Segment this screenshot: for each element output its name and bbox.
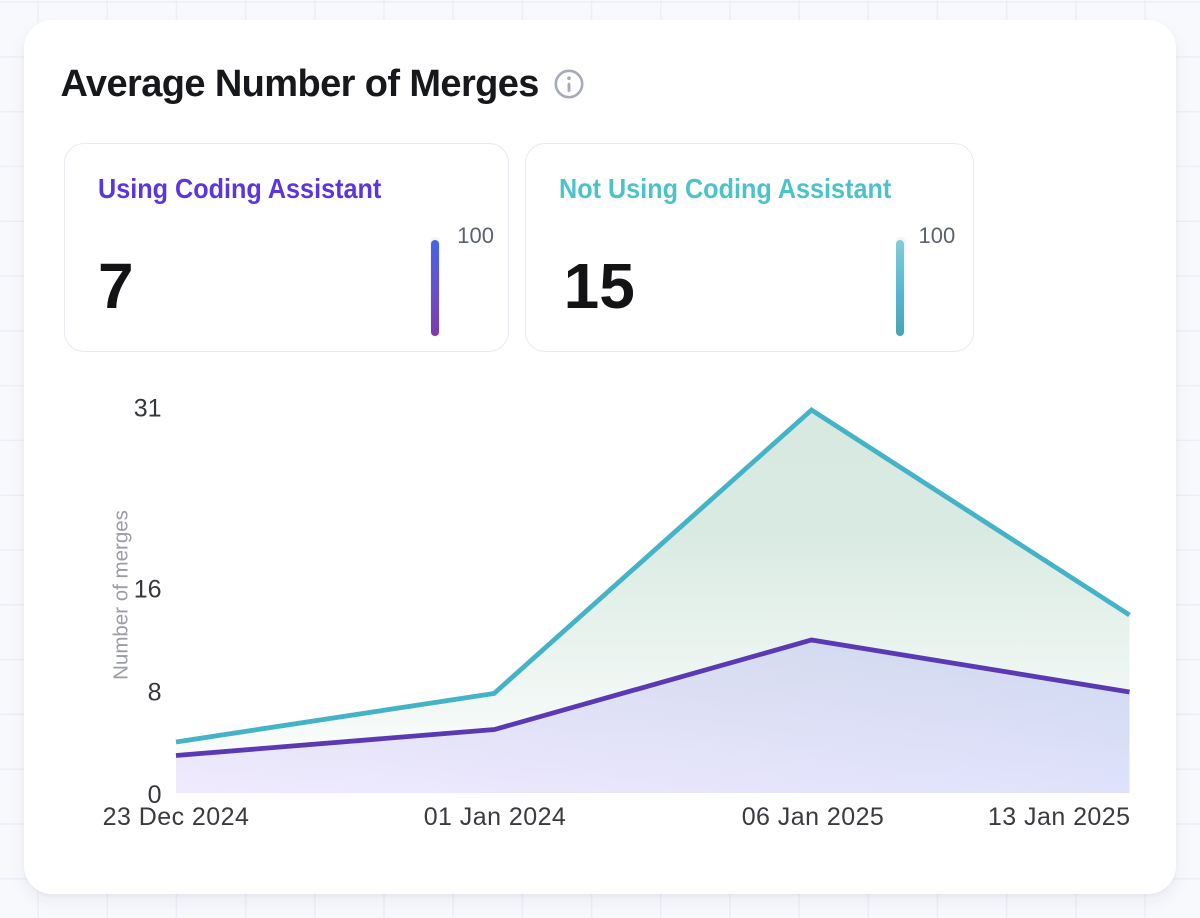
svg-text:0: 0 [148,781,162,809]
svg-text:13 Jan 2025: 13 Jan 2025 [988,803,1131,831]
svg-text:8: 8 [148,679,162,707]
svg-text:31: 31 [134,395,162,423]
svg-text:23 Dec 2024: 23 Dec 2024 [103,803,250,831]
svg-text:01 Jan 2024: 01 Jan 2024 [424,803,567,831]
svg-text:Number of merges: Number of merges [110,510,133,680]
svg-text:16: 16 [134,576,162,604]
svg-text:06 Jan 2025: 06 Jan 2025 [742,803,885,831]
